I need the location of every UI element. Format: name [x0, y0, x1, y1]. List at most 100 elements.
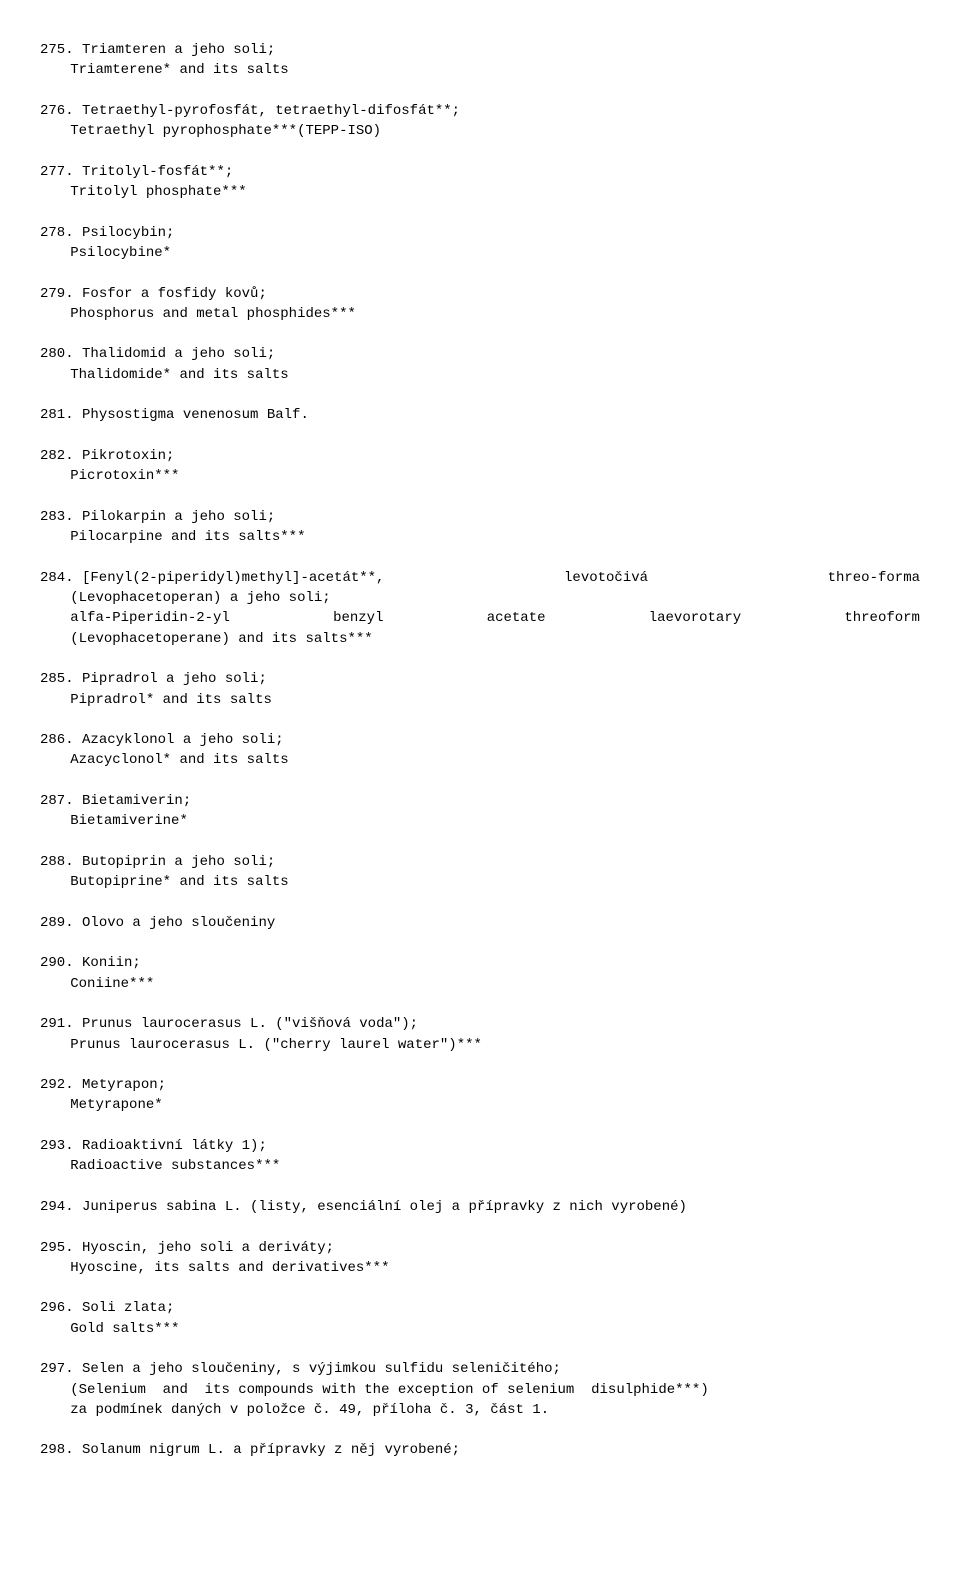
entry-number: 294. — [40, 1199, 82, 1215]
entry-line: Phosphorus and metal phosphides*** — [40, 304, 920, 324]
entry-number: 279. — [40, 286, 82, 302]
list-entry: 279. Fosfor a fosfidy kovů;Phosphorus an… — [40, 284, 920, 325]
list-entry: 293. Radioaktivní látky 1); Radioactive s… — [40, 1136, 920, 1177]
list-entry: 290. Koniin;Coniine*** — [40, 953, 920, 994]
entry-text: Thalidomid a jeho soli; — [82, 346, 275, 362]
entry-line: Pilocarpine and its salts*** — [40, 527, 920, 547]
entry-number: 295. — [40, 1240, 82, 1256]
entry-line: Coniine*** — [40, 974, 920, 994]
entry-first-line: 282. Pikrotoxin; — [40, 446, 920, 466]
entry-line: Picrotoxin*** — [40, 466, 920, 486]
entry-number: 283. — [40, 509, 82, 525]
entry-first-line: 279. Fosfor a fosfidy kovů; — [40, 284, 920, 304]
entry-text: Azacyklonol a jeho soli; — [82, 732, 284, 748]
document-body: 275. Triamteren a jeho soli;Triamterene*… — [40, 40, 920, 1461]
list-entry: 288. Butopiprin a jeho soli;Butopiprine*… — [40, 852, 920, 893]
list-entry: 286. Azacyklonol a jeho soli;Azacyclonol… — [40, 730, 920, 771]
entry-first-line: 292. Metyrapon; — [40, 1075, 920, 1095]
entry-text: Butopiprin a jeho soli; — [82, 854, 275, 870]
entry-first-line: 290. Koniin; — [40, 953, 920, 973]
entry-first-line: 289. Olovo a jeho sloučeniny — [40, 913, 920, 933]
entry-line: Metyrapone* — [40, 1095, 920, 1115]
entry-text: Psilocybin; — [82, 225, 174, 241]
entry-number: 293. — [40, 1138, 82, 1154]
entry-line: Bietamiverine* — [40, 811, 920, 831]
list-entry: 275. Triamteren a jeho soli;Triamterene*… — [40, 40, 920, 81]
entry-number: 282. — [40, 448, 82, 464]
list-entry: 285. Pipradrol a jeho soli;Pipradrol* an… — [40, 669, 920, 710]
entry-line: Butopiprine* and its salts — [40, 872, 920, 892]
entry-text: Solanum nigrum L. a přípravky z něj vyro… — [82, 1442, 460, 1458]
text-segment: laevorotary — [649, 608, 741, 628]
entry-text: Pilokarpin a jeho soli; — [82, 509, 275, 525]
entry-first-line: 278. Psilocybin; — [40, 223, 920, 243]
entry-text: Soli zlata; — [82, 1300, 174, 1316]
entry-first-line: 275. Triamteren a jeho soli; — [40, 40, 920, 60]
entry-text: Triamteren a jeho soli; — [82, 42, 275, 58]
entry-number: 280. — [40, 346, 82, 362]
entry-first-line: 294. Juniperus sabina L. (listy, esenciá… — [40, 1197, 920, 1217]
entry-number: 289. — [40, 915, 82, 931]
text-segment: threo-forma — [828, 568, 920, 588]
list-entry: 278. Psilocybin;Psilocybine* — [40, 223, 920, 264]
list-entry: 294. Juniperus sabina L. (listy, esenciá… — [40, 1197, 920, 1217]
list-entry: 289. Olovo a jeho sloučeniny — [40, 913, 920, 933]
entry-first-line: 295. Hyoscin, jeho soli a deriváty; — [40, 1238, 920, 1258]
entry-text: Prunus laurocerasus L. ("višňová voda"); — [82, 1016, 418, 1032]
entry-number: 276. — [40, 103, 82, 119]
text-segment: alfa-Piperidin-2-yl — [70, 608, 230, 628]
entry-first-line: 297. Selen a jeho sloučeniny, s výjimkou… — [40, 1359, 920, 1379]
list-entry: 291. Prunus laurocerasus L. ("višňová vo… — [40, 1014, 920, 1055]
entry-text: Tritolyl-fosfát**; — [82, 164, 233, 180]
list-entry: 295. Hyoscin, jeho soli a deriváty;Hyosc… — [40, 1238, 920, 1279]
entry-text: Tetraethyl-pyrofosfát, tetraethyl-difosf… — [82, 103, 460, 119]
entry-line: Pipradrol* and its salts — [40, 690, 920, 710]
entry-number: 285. — [40, 671, 82, 687]
entry-first-line: 276. Tetraethyl-pyrofosfát, tetraethyl-d… — [40, 101, 920, 121]
text-segment: benzyl — [333, 608, 383, 628]
entry-number: 278. — [40, 225, 82, 241]
entry-line: Triamterene* and its salts — [40, 60, 920, 80]
entry-number: 298. — [40, 1442, 82, 1458]
entry-first-line: 287. Bietamiverin; — [40, 791, 920, 811]
entry-text: Selen a jeho sloučeniny, s výjimkou sulf… — [82, 1361, 561, 1377]
entry-line: Tritolyl phosphate*** — [40, 182, 920, 202]
entry-line: Radioactive substances*** — [40, 1156, 920, 1176]
entry-first-line: 296. Soli zlata; — [40, 1298, 920, 1318]
entry-text: Koniin; — [82, 955, 141, 971]
entry-first-line: 281. Physostigma venenosum Balf. — [40, 405, 920, 425]
entry-line: alfa-Piperidin-2-yl benzyl acetate laevorot… — [40, 608, 920, 628]
entry-first-line: 286. Azacyklonol a jeho soli; — [40, 730, 920, 750]
entry-first-line: 280. Thalidomid a jeho soli; — [40, 344, 920, 364]
entry-number: 297. — [40, 1361, 82, 1377]
entry-number: 277. — [40, 164, 82, 180]
entry-text: Metyrapon; — [82, 1077, 166, 1093]
list-entry: 283. Pilokarpin a jeho soli; Pilocarpine … — [40, 507, 920, 548]
entry-line: za podmínek daných v položce č. 49, příl… — [40, 1400, 920, 1420]
text-segment: 284. [Fenyl(2-piperidyl)methyl]-acetát**… — [40, 568, 384, 588]
entry-first-line: 291. Prunus laurocerasus L. ("višňová vo… — [40, 1014, 920, 1034]
text-segment: levotočivá — [564, 568, 648, 588]
entry-text: Pikrotoxin; — [82, 448, 174, 464]
list-entry: 281. Physostigma venenosum Balf. — [40, 405, 920, 425]
list-entry: 284. [Fenyl(2-piperidyl)methyl]-acetát**… — [40, 568, 920, 649]
entry-number: 286. — [40, 732, 82, 748]
entry-text: Hyoscin, jeho soli a deriváty; — [82, 1240, 334, 1256]
entry-number: 296. — [40, 1300, 82, 1316]
entry-first-line: 277. Tritolyl-fosfát**; — [40, 162, 920, 182]
entry-number: 288. — [40, 854, 82, 870]
entry-number: 292. — [40, 1077, 82, 1093]
text-segment: threoform — [844, 608, 920, 628]
entry-text: Olovo a jeho sloučeniny — [82, 915, 275, 931]
list-entry: 292. Metyrapon;Metyrapone* — [40, 1075, 920, 1116]
entry-first-line: 288. Butopiprin a jeho soli; — [40, 852, 920, 872]
entry-text: Fosfor a fosfidy kovů; — [82, 286, 267, 302]
entry-line: Gold salts*** — [40, 1319, 920, 1339]
list-entry: 298. Solanum nigrum L. a přípravky z něj… — [40, 1440, 920, 1460]
list-entry: 297. Selen a jeho sloučeniny, s výjimkou… — [40, 1359, 920, 1420]
entry-line: Thalidomide* and its salts — [40, 365, 920, 385]
entry-text: Radioaktivní látky 1); — [82, 1138, 267, 1154]
list-entry: 276. Tetraethyl-pyrofosfát, tetraethyl-d… — [40, 101, 920, 142]
text-segment: acetate — [487, 608, 546, 628]
list-entry: 280. Thalidomid a jeho soli;Thalidomide*… — [40, 344, 920, 385]
